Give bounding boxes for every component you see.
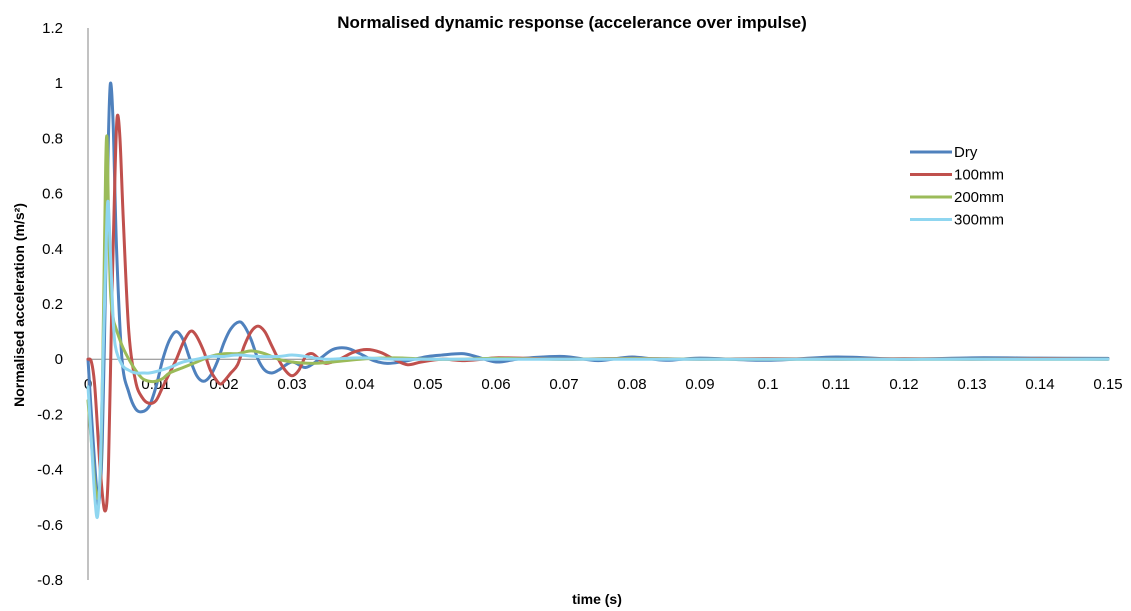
x-tick-label: 0.11 xyxy=(822,376,850,393)
x-tick-label: 0.15 xyxy=(1093,376,1122,393)
legend-label-100mm: 100mm xyxy=(954,167,1004,184)
y-axis-title: Normalised acceleration (m/s²) xyxy=(11,203,27,407)
x-tick-label: 0.05 xyxy=(413,376,442,393)
x-tick-label: 0.07 xyxy=(549,376,578,393)
y-tick-label: -0.4 xyxy=(37,462,63,479)
y-tick-label: 0.2 xyxy=(42,296,63,313)
y-tick-label: -0.6 xyxy=(37,517,63,534)
chart-title: Normalised dynamic response (accelerance… xyxy=(337,13,807,32)
y-tick-label: 0.6 xyxy=(42,186,63,203)
legend-label-dry: Dry xyxy=(954,144,978,161)
x-axis-title: time (s) xyxy=(572,591,622,607)
x-tick-label: 0 xyxy=(84,376,92,393)
x-tick-label: 0.04 xyxy=(345,376,374,393)
y-tick-label: 1.2 xyxy=(42,20,63,37)
y-tick-label: 1 xyxy=(55,75,63,92)
y-tick-label: -0.8 xyxy=(37,572,63,589)
x-tick-label: 0.09 xyxy=(685,376,714,393)
x-tick-label: 0.13 xyxy=(957,376,986,393)
y-tick-label: -0.2 xyxy=(37,406,63,423)
legend-label-200mm: 200mm xyxy=(954,189,1004,206)
series-line-dry xyxy=(86,81,1110,507)
y-tick-label: 0.8 xyxy=(42,130,63,147)
x-tick-label: 0.06 xyxy=(481,376,510,393)
x-tick-label: 0.14 xyxy=(1025,376,1054,393)
plot-area: -0.8-0.6-0.4-0.200.20.40.60.811.20 0.01 0.… xyxy=(37,20,1122,589)
x-tick-label: 0.03 xyxy=(277,376,306,393)
x-tick-label: 0.12 xyxy=(889,376,918,393)
legend: Dry 100mm 200mm 300mm xyxy=(910,144,1004,229)
legend-label-300mm: 300mm xyxy=(954,212,1004,229)
x-tick-label: 0.1 xyxy=(758,376,779,393)
y-tick-label: 0 xyxy=(55,351,63,368)
y-tick-label: 0.4 xyxy=(42,241,63,258)
x-tick-label: 0.08 xyxy=(617,376,646,393)
series-line-300mm xyxy=(86,199,1110,520)
